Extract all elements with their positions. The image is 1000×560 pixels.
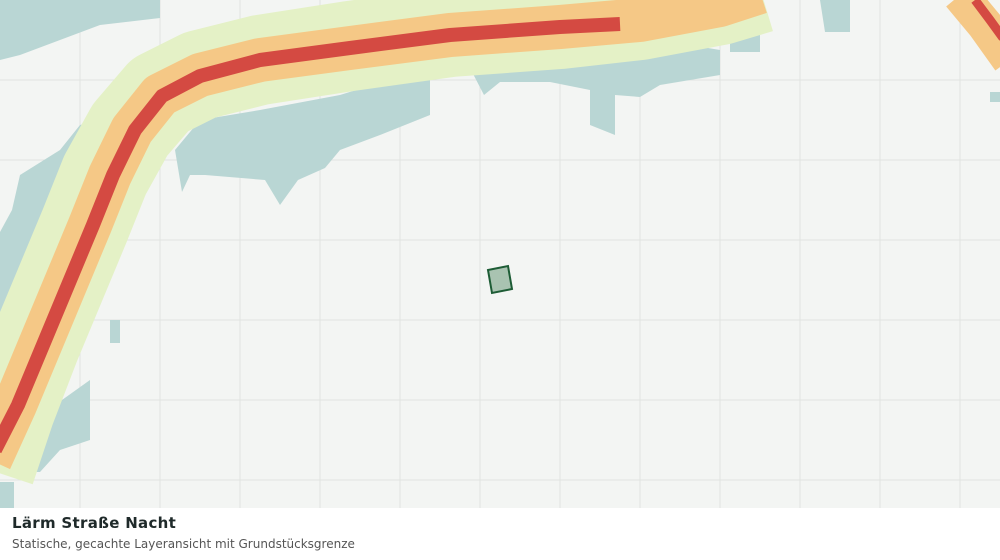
title: Lärm Straße Nacht	[12, 514, 177, 532]
caption: Lärm Straße Nacht Statische, gecachte La…	[0, 508, 1000, 560]
subtitle: Statische, gecachte Layeransicht mit Gru…	[12, 537, 355, 551]
noise-road-bands	[0, 0, 1000, 485]
parcel-boundary[interactable]	[486, 264, 514, 295]
map[interactable]	[0, 0, 1000, 508]
